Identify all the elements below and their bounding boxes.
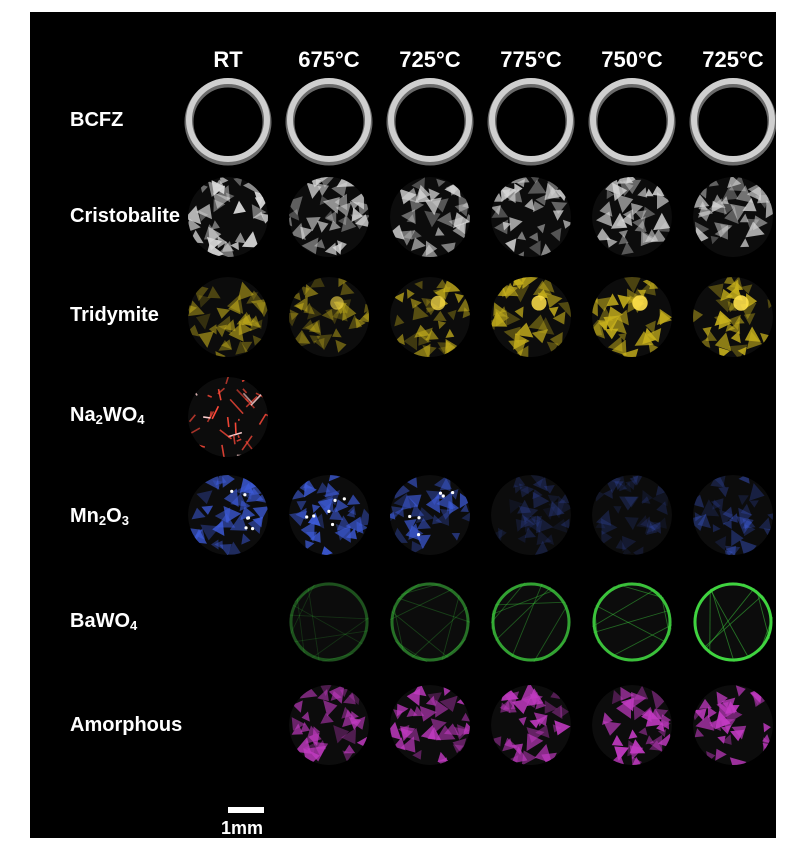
row-label-bcfz: BCFZ [70, 109, 123, 132]
phase-map-grid [184, 78, 776, 765]
formula-part: Mn [70, 505, 99, 527]
phase-map-cristobalite-col2 [390, 177, 470, 257]
phase-map-tridymite-col4 [592, 277, 672, 357]
phase-map-bcfz-col0 [184, 78, 272, 166]
phase-map-tridymite-col5 [693, 277, 773, 357]
phase-map-cristobalite-col3 [491, 177, 571, 257]
phase-map-bawo4-col5 [693, 582, 773, 662]
phase-map-mn2o3-col4 [592, 475, 672, 555]
formula-subscript: 2 [95, 412, 103, 427]
phase-map-bawo4-col3 [491, 582, 571, 662]
formula-subscript: 4 [137, 412, 145, 427]
column-label-725c: 725°C [399, 47, 461, 72]
phase-map-cristobalite-col5 [693, 177, 773, 257]
phase-map-bcfz-col1 [285, 78, 373, 166]
row-label-tridymite: Tridymite [70, 304, 159, 327]
phase-map-amorphous-col2 [390, 685, 470, 765]
row-label-cristobalite: Cristobalite [70, 205, 180, 228]
phase-map-mn2o3-col1 [289, 475, 369, 555]
row-label-cristobalite-text: Cristobalite [70, 205, 181, 227]
scale-bar [228, 807, 264, 813]
column-label-rt: RT [213, 47, 243, 72]
phase-map-bcfz-col3 [487, 78, 575, 166]
phase-map-tridymite-col2 [390, 277, 470, 357]
scale-bar-label: 1mm [221, 818, 264, 838]
row-label-mn2o3: Mn2O3 [70, 505, 129, 528]
phase-map-cristobalite-col4 [592, 177, 672, 257]
phase-map-mn2o3-col2 [390, 475, 470, 555]
formula-subscript: 4 [130, 618, 138, 633]
phase-map-mn2o3-col3 [491, 475, 571, 555]
row-label-amorphous-text: Amorphous [70, 714, 183, 736]
row-label-na2wo4: Na2WO4 [70, 404, 144, 427]
row-label-amorphous: Amorphous [70, 714, 182, 737]
formula-part: Na [70, 404, 96, 426]
phase-map-bawo4-col2 [390, 582, 470, 662]
phase-map-bcfz-col4 [588, 78, 676, 166]
column-label-675c: 675°C [298, 47, 360, 72]
phase-map-cristobalite-col1 [289, 177, 369, 257]
phase-map-tridymite-col3 [491, 277, 571, 357]
row-label-bawo4: BaWO4 [70, 610, 137, 633]
phase-map-bawo4-col1 [289, 582, 369, 662]
row-label-bcfz-text: BCFZ [70, 109, 124, 131]
column-label-725c-return: 725°C [702, 47, 764, 72]
phase-map-bawo4-col4 [592, 582, 672, 662]
column-label-750c: 750°C [601, 47, 663, 72]
column-label-775c: 775°C [500, 47, 562, 72]
phase-map-amorphous-col5 [693, 685, 773, 765]
phase-map-na2wo4-col0 [188, 377, 268, 457]
image-panel: RT 675°C 725°C 775°C 750°C 725°C BCFZ Cr… [30, 12, 776, 838]
phase-map-amorphous-col4 [592, 685, 672, 765]
phase-map-amorphous-col1 [289, 685, 369, 765]
formula-part: O [106, 505, 122, 527]
formula-subscript: 2 [98, 513, 107, 528]
formula-part: BaWO [70, 610, 130, 632]
phase-map-bcfz-col2 [386, 78, 474, 166]
phase-map-bcfz-col5 [689, 78, 776, 166]
phase-map-amorphous-col3 [491, 685, 571, 765]
formula-part: WO [102, 404, 138, 426]
phase-map-tridymite-col1 [289, 277, 369, 357]
phase-map-mn2o3-col5 [693, 475, 773, 555]
row-label-tridymite-text: Tridymite [70, 304, 159, 326]
phase-map-cristobalite-col0 [188, 177, 268, 257]
phase-map-tridymite-col0 [188, 277, 268, 357]
phase-map-mn2o3-col0 [188, 475, 268, 555]
formula-subscript: 3 [121, 513, 129, 528]
